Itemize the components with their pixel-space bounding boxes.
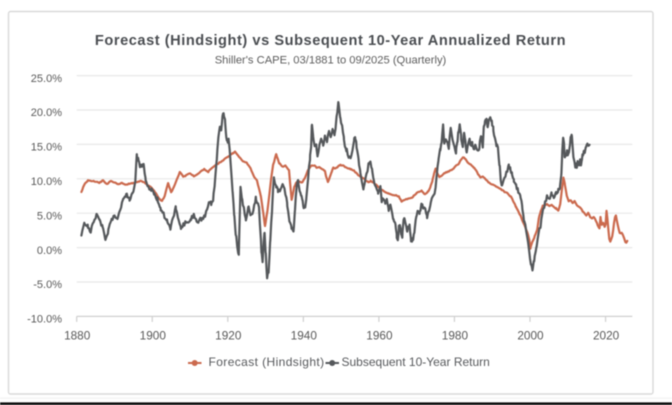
- svg-text:Forecast (Hindsight) vs Subseq: Forecast (Hindsight) vs Subsequent 10-Ye…: [95, 33, 566, 49]
- svg-text:1900: 1900: [140, 329, 167, 343]
- svg-text:0.0%: 0.0%: [37, 245, 62, 257]
- svg-text:-10.0%: -10.0%: [27, 314, 62, 326]
- svg-text:Shiller's CAPE, 03/1881 to 09/: Shiller's CAPE, 03/1881 to 09/2025 (Quar…: [215, 55, 447, 67]
- svg-text:15.0%: 15.0%: [31, 142, 62, 154]
- svg-text:25.0%: 25.0%: [31, 73, 62, 85]
- svg-text:2000: 2000: [517, 329, 544, 343]
- svg-text:1940: 1940: [291, 329, 318, 343]
- svg-text:1980: 1980: [442, 329, 469, 343]
- svg-text:-5.0%: -5.0%: [33, 279, 62, 291]
- svg-text:Forecast (Hindsight): Forecast (Hindsight): [209, 355, 325, 369]
- svg-text:10.0%: 10.0%: [31, 176, 62, 188]
- svg-text:5.0%: 5.0%: [37, 210, 62, 222]
- svg-text:1880: 1880: [64, 329, 91, 343]
- svg-text:1960: 1960: [366, 329, 393, 343]
- svg-text:2020: 2020: [593, 329, 620, 343]
- svg-text:20.0%: 20.0%: [31, 107, 62, 119]
- svg-text:Subsequent 10-Year Return: Subsequent 10-Year Return: [342, 355, 490, 369]
- svg-text:1920: 1920: [215, 329, 242, 343]
